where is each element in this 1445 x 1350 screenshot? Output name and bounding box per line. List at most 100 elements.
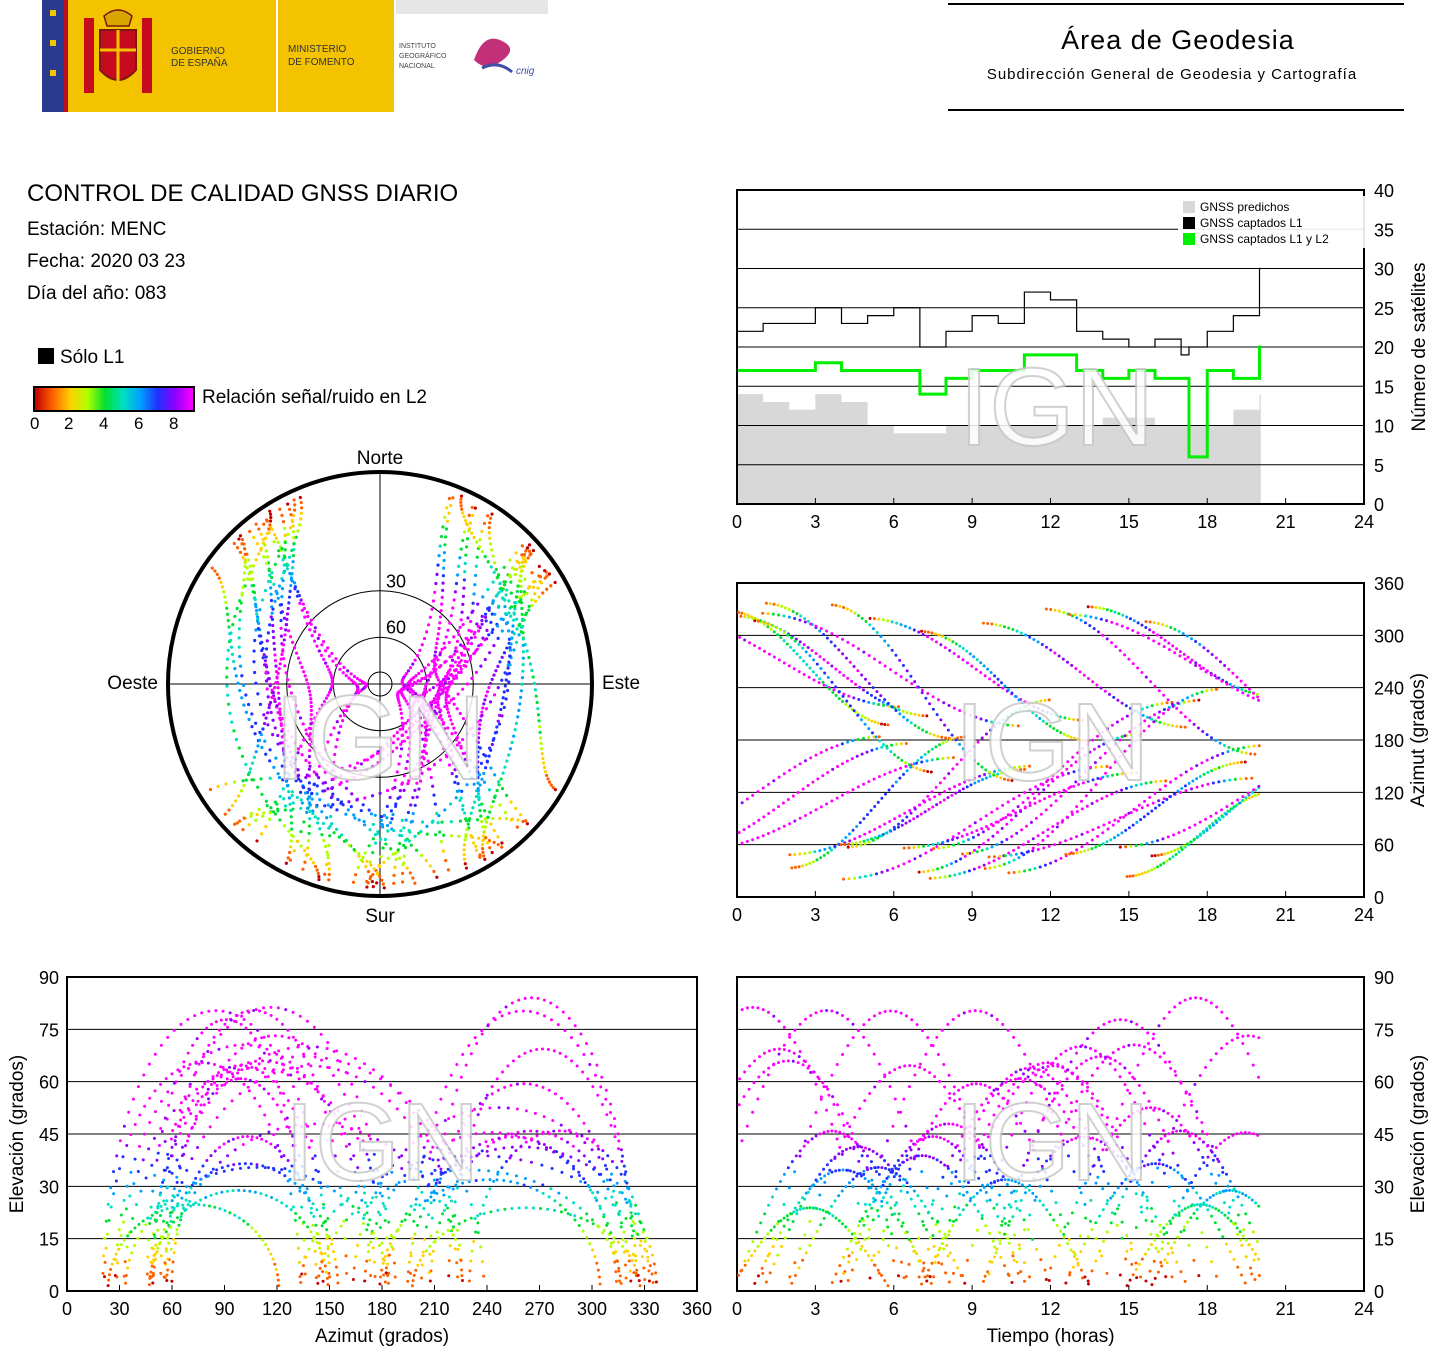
skyplot-point — [485, 637, 489, 641]
skyplot-point — [366, 881, 370, 885]
skyplot-point — [483, 857, 487, 861]
west-label: Oeste — [107, 673, 158, 694]
elev-az-point — [628, 1269, 632, 1273]
elev-az-point — [314, 1262, 318, 1266]
skyplot-point — [257, 634, 262, 638]
elev-az-point — [273, 1145, 277, 1149]
azimuth-point — [886, 644, 890, 648]
azimuth-point — [841, 637, 845, 641]
skyplot-point — [423, 666, 427, 670]
elev-az-point — [257, 1062, 261, 1066]
elev-az-point — [255, 1136, 259, 1140]
skyplot-point — [257, 527, 261, 531]
elev-az-point — [160, 1129, 164, 1133]
azimuth-point — [1221, 751, 1225, 755]
azimuth-point — [1078, 613, 1082, 617]
elev-az-point — [558, 1051, 562, 1055]
elev-az-point — [654, 1271, 658, 1275]
skyplot-point — [467, 628, 471, 632]
skyplot-point — [278, 507, 282, 511]
elev-az-point — [127, 1110, 131, 1114]
azimuth-point — [1161, 712, 1165, 716]
azimuth-point — [1025, 824, 1029, 828]
elev-az-point — [258, 1083, 262, 1087]
elev-az-point — [480, 1149, 484, 1153]
azimuth-point — [1236, 749, 1240, 753]
skyplot-point — [486, 841, 490, 845]
azimuth-point — [965, 852, 969, 856]
azimuth-point — [854, 682, 858, 686]
elev-az-point — [601, 1231, 605, 1235]
skyplot-point — [520, 676, 525, 680]
skyplot-point — [407, 828, 411, 833]
elev-az-point — [583, 1141, 587, 1145]
skyplot-point — [504, 816, 509, 821]
skyplot-point — [450, 658, 455, 662]
skyplot-point — [283, 758, 287, 763]
elev-az-point — [624, 1197, 628, 1201]
elev-az-point — [515, 1181, 519, 1185]
elev-az-point — [166, 1090, 170, 1094]
azimuth-point — [928, 702, 932, 706]
azimuth-point — [940, 735, 944, 739]
azimuth-point — [1225, 805, 1229, 809]
azimuth-point — [1085, 804, 1089, 808]
azimuth-point — [1169, 850, 1173, 854]
elev-az-point — [222, 1169, 226, 1173]
skyplot-point — [409, 820, 413, 824]
skyplot-point — [266, 723, 270, 727]
skyplot-point — [424, 728, 429, 732]
skyplot-point — [380, 815, 384, 819]
azimuth-point — [936, 734, 940, 738]
elev-az-point — [205, 1159, 209, 1163]
skyplot-point — [247, 823, 251, 827]
azimuth-point — [917, 726, 921, 730]
elev-az-point — [171, 1260, 175, 1264]
azimuth-point — [1099, 617, 1103, 621]
azimuth-point — [837, 697, 841, 701]
elev-az-point — [347, 1062, 351, 1066]
azimuth-point — [793, 852, 797, 856]
azimuth-point — [1172, 792, 1176, 796]
elev-az-point — [303, 1272, 307, 1276]
azimuth-point — [1175, 647, 1179, 651]
elev-az-point — [188, 1062, 192, 1066]
skyplot-point — [342, 665, 346, 669]
skyplot-point — [237, 537, 241, 541]
skyplot-point — [347, 843, 351, 848]
azimuth-point — [926, 794, 930, 798]
skyplot-point — [474, 848, 479, 852]
azimuth-point — [804, 650, 808, 654]
elev-az-point — [155, 1158, 159, 1162]
elev-az-point — [279, 1110, 283, 1114]
skyplot-point — [501, 617, 505, 622]
skyplot-point — [237, 636, 241, 640]
skyplot-point — [519, 569, 523, 573]
elev-az-point — [197, 1170, 201, 1174]
skyplot-point — [464, 664, 468, 668]
skyplot-point — [232, 729, 236, 733]
azimuth-point — [852, 696, 856, 700]
azimuth-point — [1109, 838, 1113, 842]
skyplot-point — [273, 812, 278, 816]
elev-az-point — [130, 1251, 134, 1255]
elev-az-point — [553, 1208, 557, 1212]
azimuth-point — [894, 709, 898, 713]
skyplot-point — [478, 538, 482, 542]
azimuth-point — [883, 664, 887, 668]
skyplot-point — [226, 618, 230, 623]
azimuth-point — [877, 775, 881, 779]
elev-az-point — [585, 1212, 589, 1216]
elev-az-point — [258, 1009, 262, 1013]
azimuth-point — [1015, 629, 1019, 633]
skyplot-point — [520, 565, 524, 569]
elev-az-point — [303, 1255, 307, 1259]
skyplot-point — [385, 823, 390, 828]
skyplot-point — [520, 618, 525, 622]
elev-az-point — [129, 1133, 133, 1137]
skyplot-point — [440, 602, 444, 606]
azimuth-point — [830, 680, 834, 684]
skyplot-point — [252, 583, 256, 588]
skyplot-point — [460, 610, 464, 614]
elev-az-point — [144, 1176, 148, 1180]
